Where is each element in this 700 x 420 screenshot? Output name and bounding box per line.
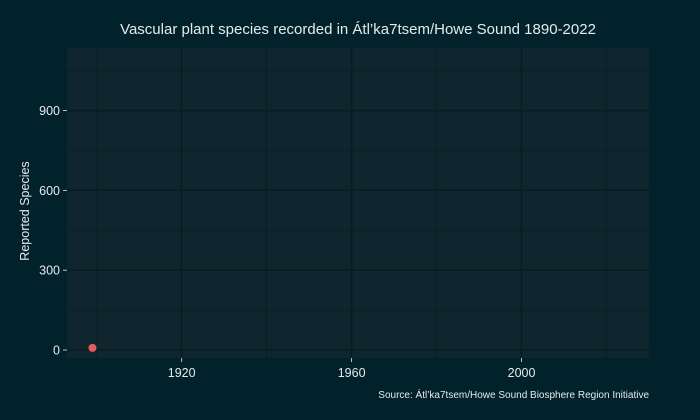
- minor-gridlines: [67, 48, 649, 358]
- y-tick-label: 300: [39, 264, 60, 278]
- chart-title: Vascular plant species recorded in Átl’k…: [120, 21, 596, 38]
- x-tick-label: 1920: [168, 366, 196, 380]
- y-tick-label: 600: [39, 184, 60, 198]
- major-gridlines: [67, 48, 649, 358]
- y-axis-label: Reported Species: [18, 161, 32, 260]
- data-point: [88, 343, 97, 352]
- y-tick-label: 900: [39, 104, 60, 118]
- y-tick-label: 0: [53, 344, 60, 358]
- y-axis-ticks: 0 300 600 900: [39, 104, 67, 358]
- data-points: [88, 343, 97, 352]
- x-tick-label: 1960: [338, 366, 366, 380]
- x-tick-label: 2000: [508, 366, 536, 380]
- chart-caption: Source: Átl’ka7tsem/Howe Sound Biosphere…: [378, 388, 649, 401]
- plot-panel: [67, 48, 649, 358]
- x-axis-ticks: 1920 1960 2000: [168, 358, 536, 380]
